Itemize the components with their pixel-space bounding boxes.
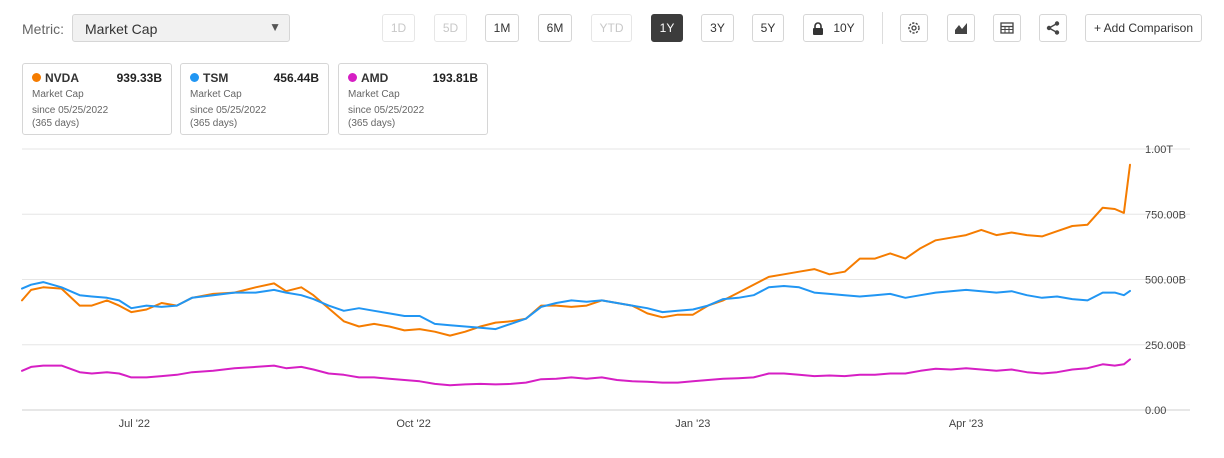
share-button[interactable]	[1039, 14, 1067, 42]
share-icon	[1046, 21, 1060, 35]
card-ticker: TSM	[203, 71, 229, 85]
add-comparison-button[interactable]: + Add Comparison	[1085, 14, 1202, 42]
y-tick-label: 250.00B	[1145, 340, 1186, 352]
range-label: 1Y	[659, 21, 675, 35]
range-label: 10Y	[833, 21, 855, 35]
card-ticker: NVDA	[45, 71, 80, 85]
area-chart-icon	[955, 23, 967, 34]
range-label: YTD	[599, 21, 624, 35]
range-label: 3Y	[710, 21, 725, 35]
metric-label: Metric:	[22, 21, 64, 37]
card-since: since 05/25/2022	[348, 105, 425, 116]
table-icon	[1000, 22, 1014, 34]
add-comparison-label: + Add Comparison	[1093, 21, 1194, 35]
series-color-dot	[32, 73, 41, 82]
x-tick-label: Apr '23	[949, 418, 984, 430]
card-value: 193.81B	[432, 71, 478, 85]
range-label: 1M	[493, 21, 511, 35]
series-line-nvda[interactable]	[21, 163, 1131, 337]
range-button-10y[interactable]: 10Y	[803, 14, 864, 42]
range-label: 1D	[390, 21, 407, 35]
range-button-ytd[interactable]: YTD	[591, 14, 632, 42]
card-value: 456.44B	[273, 71, 319, 85]
y-tick-label: 0.00	[1145, 405, 1166, 417]
lock-icon	[812, 21, 824, 35]
y-tick-label: 1.00T	[1145, 144, 1173, 156]
comparison-card-amd[interactable]: AMD 193.81B Market Cap since 05/25/2022 …	[338, 63, 488, 135]
range-button-3y[interactable]: 3Y	[701, 14, 734, 42]
chart-type-button[interactable]	[947, 14, 975, 42]
x-tick-label: Oct '22	[396, 418, 431, 430]
y-tick-label: 750.00B	[1145, 209, 1186, 221]
range-label: 5D	[442, 21, 459, 35]
card-days: (365 days)	[32, 118, 80, 129]
settings-button[interactable]	[900, 14, 928, 42]
series-color-dot	[190, 73, 199, 82]
comparison-card-nvda[interactable]: NVDA 939.33B Market Cap since 05/25/2022…	[22, 63, 172, 135]
toolbar-divider	[882, 12, 883, 44]
card-ticker: AMD	[361, 71, 389, 85]
series-color-dot	[348, 73, 357, 82]
card-metric: Market Cap	[348, 89, 400, 100]
x-tick-label: Jul '22	[119, 418, 150, 430]
series-line-tsm[interactable]	[21, 281, 1131, 331]
comparison-card-tsm[interactable]: TSM 456.44B Market Cap since 05/25/2022 …	[180, 63, 329, 135]
card-days: (365 days)	[348, 118, 396, 129]
card-value: 939.33B	[116, 71, 162, 85]
range-label: 6M	[546, 21, 564, 35]
y-tick-label: 500.00B	[1145, 275, 1186, 287]
series-line-amd[interactable]	[21, 358, 1131, 387]
chevron-down-icon: ▼	[269, 20, 281, 34]
card-days: (365 days)	[190, 118, 238, 129]
settings-icon	[908, 22, 920, 34]
range-button-1m[interactable]: 1M	[485, 14, 519, 42]
card-metric: Market Cap	[32, 89, 84, 100]
range-button-6m[interactable]: 6M	[538, 14, 572, 42]
range-button-1d[interactable]: 1D	[382, 14, 415, 42]
range-button-5d[interactable]: 5D	[434, 14, 467, 42]
metric-select-value: Market Cap	[85, 21, 158, 37]
metric-select[interactable]: Market Cap ▼	[72, 14, 290, 42]
range-button-5y[interactable]: 5Y	[752, 14, 784, 42]
card-since: since 05/25/2022	[190, 105, 267, 116]
range-label: 5Y	[760, 21, 776, 35]
card-metric: Market Cap	[190, 89, 242, 100]
card-since: since 05/25/2022	[32, 105, 109, 116]
chart-toolbar: Metric: Market Cap ▼ 1D 5D 1M 6M YTD 1Y …	[0, 0, 1224, 56]
range-button-1y[interactable]: 1Y	[651, 14, 683, 42]
market-cap-line-chart[interactable]: 0.00 250.00B 500.00B 750.00B 1.00T Jul '22 Oct…	[0, 140, 1224, 458]
table-view-button[interactable]	[993, 14, 1021, 42]
x-tick-label: Jan '23	[675, 418, 710, 430]
